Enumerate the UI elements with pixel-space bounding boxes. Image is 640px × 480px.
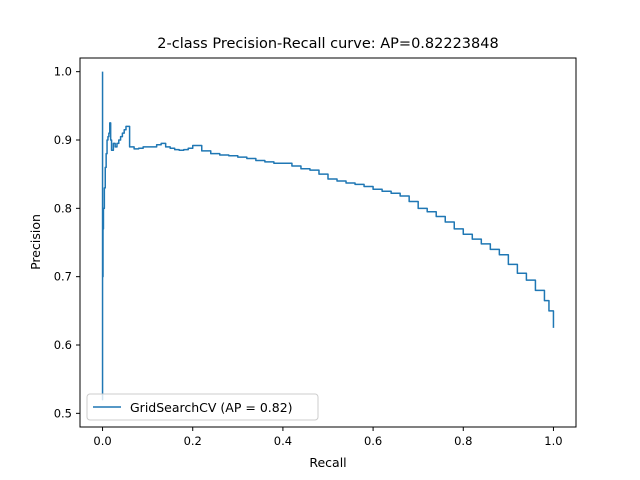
legend: GridSearchCV (AP = 0.82) <box>86 393 319 421</box>
plot-area <box>101 71 555 401</box>
x-axis-ticks: 0.0 0.2 0.4 0.6 0.8 1.0 <box>93 427 563 448</box>
y-axis-label: Precision <box>28 214 43 270</box>
x-tick-label: 1.0 <box>544 434 562 448</box>
y-tick-label: 0.8 <box>54 201 72 215</box>
x-axis-label: Recall <box>309 455 346 470</box>
y-tick-label: 0.6 <box>54 338 72 352</box>
chart-title: 2-class Precision-Recall curve: AP=0.822… <box>157 36 498 52</box>
x-tick-label: 0.4 <box>274 434 292 448</box>
x-tick-label: 0.2 <box>184 434 202 448</box>
x-tick-label: 0.6 <box>364 434 382 448</box>
y-axis-ticks: 0.5 0.6 0.7 0.8 0.9 1.0 <box>54 65 80 420</box>
series-line-0 <box>101 71 555 401</box>
x-tick-label: 0.0 <box>93 434 111 448</box>
legend-entry-label: GridSearchCV (AP = 0.82) <box>130 400 293 415</box>
y-tick-label: 0.7 <box>54 270 72 284</box>
x-tick-label: 0.8 <box>454 434 472 448</box>
y-tick-label: 0.9 <box>54 133 72 147</box>
y-tick-label: 0.5 <box>54 406 72 420</box>
legend-box <box>86 393 319 421</box>
axes-frame <box>79 57 577 428</box>
y-tick-label: 1.0 <box>54 65 72 79</box>
